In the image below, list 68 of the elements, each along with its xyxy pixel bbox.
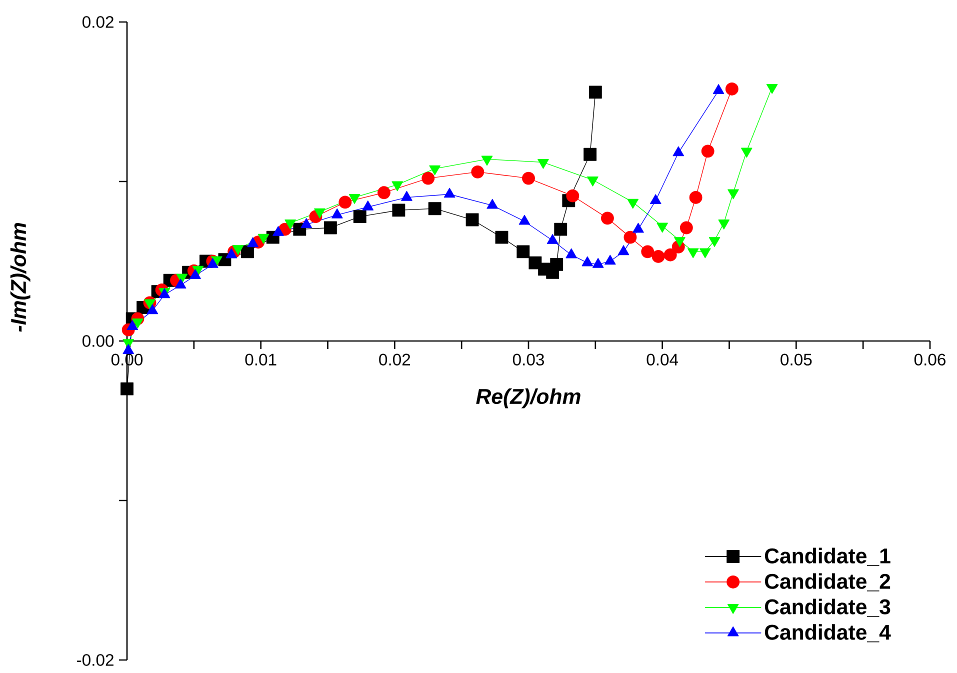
point xyxy=(377,186,390,200)
point xyxy=(627,198,639,209)
point xyxy=(618,245,630,256)
x-tick-label: 0.06 xyxy=(914,354,946,366)
point xyxy=(428,202,442,216)
legend-label: Candidate_1 xyxy=(764,548,890,566)
point xyxy=(247,237,258,248)
point xyxy=(146,304,158,314)
x-axis-title: Re(Z)/ohm xyxy=(476,388,580,408)
point xyxy=(122,344,134,354)
point xyxy=(624,230,637,244)
point xyxy=(538,158,549,169)
point xyxy=(652,250,665,263)
point xyxy=(190,269,201,279)
point xyxy=(392,204,406,217)
y-tick-label: 0.00 xyxy=(82,335,114,347)
point xyxy=(466,213,479,226)
point xyxy=(725,82,738,96)
point xyxy=(766,84,778,94)
point xyxy=(740,148,752,158)
point xyxy=(701,144,714,158)
point xyxy=(226,248,238,258)
x-tick-label: 0.02 xyxy=(379,354,410,366)
point xyxy=(587,176,598,186)
point xyxy=(588,86,602,99)
point xyxy=(207,258,218,268)
point xyxy=(522,172,535,185)
point xyxy=(392,181,403,192)
y-tick-label: 0.02 xyxy=(82,16,114,28)
point xyxy=(422,172,435,185)
legend-label: Candidate_3 xyxy=(764,598,890,617)
x-tick-label: 0.05 xyxy=(780,354,812,366)
point xyxy=(481,156,493,166)
point xyxy=(516,245,530,258)
point xyxy=(592,258,604,268)
point xyxy=(584,148,597,161)
point xyxy=(324,221,337,234)
point xyxy=(429,165,440,176)
x-tick-label: 0.03 xyxy=(512,354,544,366)
legend-label: Candidate_4 xyxy=(764,624,891,642)
point xyxy=(550,258,564,271)
point xyxy=(554,222,568,236)
legend-label: Candidate_2 xyxy=(764,573,890,592)
point xyxy=(338,196,352,209)
y-tick-label: -0.02 xyxy=(77,654,114,666)
point xyxy=(689,190,702,204)
point xyxy=(495,230,508,244)
x-tick-label: 0.04 xyxy=(646,354,678,366)
point xyxy=(664,248,677,262)
y-axis-title: -Im(Z)/ohm xyxy=(10,222,30,332)
point xyxy=(566,189,580,202)
point xyxy=(314,208,326,218)
point xyxy=(348,194,360,204)
point xyxy=(174,278,186,289)
point xyxy=(546,234,558,244)
point xyxy=(582,256,594,266)
point xyxy=(566,248,577,258)
point xyxy=(728,189,739,200)
point xyxy=(471,165,484,178)
point xyxy=(272,226,284,236)
point xyxy=(600,212,614,225)
point xyxy=(353,210,366,224)
point xyxy=(604,254,616,265)
point xyxy=(120,382,134,396)
point xyxy=(641,245,654,258)
x-tick-label: 0.01 xyxy=(245,354,276,366)
point xyxy=(126,320,138,330)
point xyxy=(680,221,693,234)
